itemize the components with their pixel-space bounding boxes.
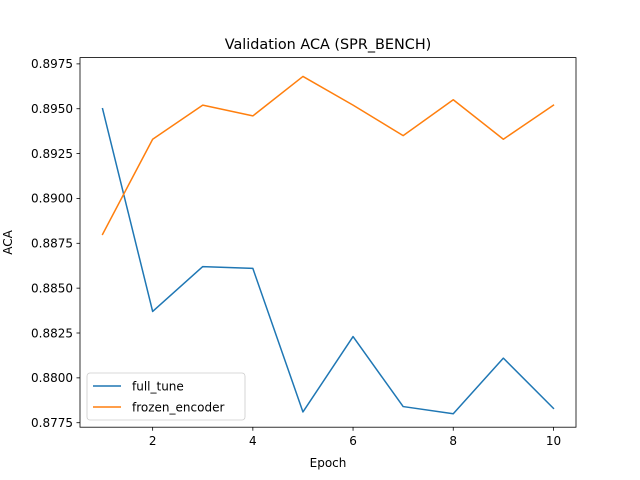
y-axis: 0.8775 0.8800 0.8825 0.8850 0.8875 0.8900 0.89… (31, 57, 80, 430)
x-axis: 2 4 6 8 10 (149, 427, 561, 448)
x-tick-label: 10 (546, 434, 561, 448)
plot-frame (79, 57, 577, 428)
legend-label-full-tune: full_tune (132, 380, 184, 394)
y-axis-label: ACA (1, 229, 15, 254)
x-tick-label: 2 (149, 434, 157, 448)
legend-box (86, 372, 246, 421)
y-tick-label: 0.8775 (31, 416, 73, 430)
series-line-frozen-encoder (101, 75, 555, 236)
y-tick-label: 0.8975 (31, 57, 73, 71)
x-tick-label: 8 (449, 434, 457, 448)
y-tick-label: 0.8850 (31, 281, 73, 295)
series-line-full-tune (101, 107, 555, 415)
legend: full_tune frozen_encoder (86, 372, 246, 421)
y-tick-label: 0.8875 (31, 237, 73, 251)
y-tick-label: 0.8925 (31, 147, 73, 161)
y-tick-label: 0.8950 (31, 102, 73, 116)
x-tick-label: 6 (349, 434, 357, 448)
y-tick-label: 0.8800 (31, 371, 73, 385)
series-layer (101, 75, 555, 415)
x-axis-label: Epoch (310, 456, 347, 470)
legend-label-frozen-encoder: frozen_encoder (132, 401, 224, 415)
y-tick-label: 0.8825 (31, 326, 73, 340)
x-tick-label: 4 (249, 434, 257, 448)
y-tick-label: 0.8900 (31, 192, 73, 206)
chart-title: Validation ACA (SPR_BENCH) (225, 37, 432, 53)
